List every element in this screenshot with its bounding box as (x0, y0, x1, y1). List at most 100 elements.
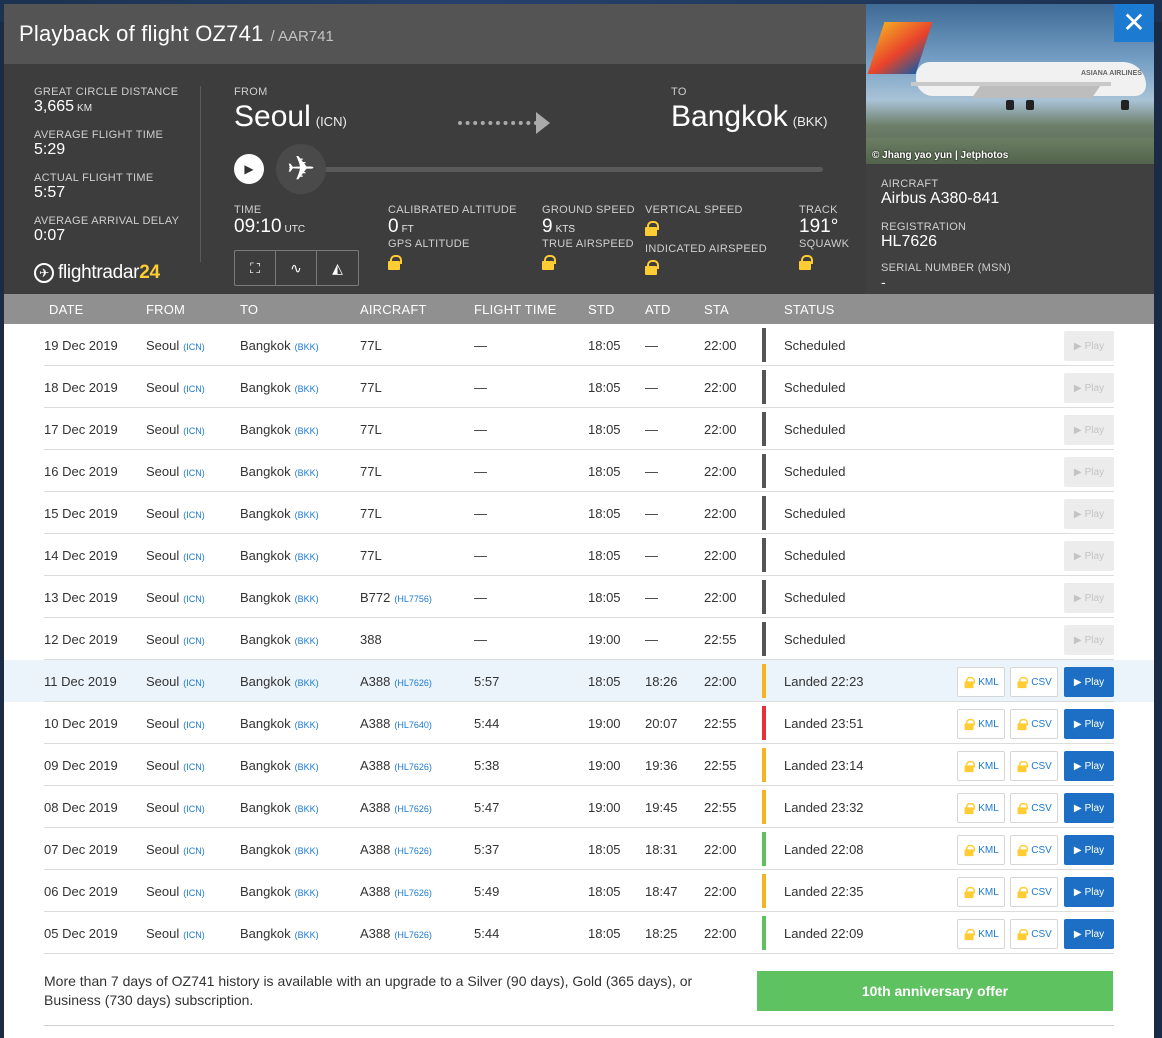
airport-code-link[interactable]: (ICN) (183, 384, 205, 394)
registration-link[interactable]: (HL7626) (394, 804, 432, 814)
playback-slider-handle[interactable]: ✈ (276, 144, 326, 194)
kml-download-button[interactable]: KML (957, 667, 1005, 697)
airport-code-link[interactable]: (BKK) (294, 930, 319, 940)
airport-code-link[interactable]: (BKK) (294, 636, 319, 646)
row-play-button[interactable]: ▶ Play (1064, 667, 1114, 697)
table-row[interactable]: 10 Dec 2019 Seoul (ICN) Bangkok (BKK) A388 (HL… (4, 702, 1154, 744)
cell-to: Bangkok (BKK) (240, 716, 319, 731)
airport-code-link[interactable]: (BKK) (294, 678, 319, 688)
metric-label: TRACK (799, 204, 838, 216)
airport-code-link[interactable]: (BKK) (294, 762, 319, 772)
cell-to: Bangkok (BKK) (240, 548, 319, 563)
kml-download-button[interactable]: KML (957, 709, 1005, 739)
close-icon[interactable]: ✕ (1114, 4, 1154, 42)
csv-download-button[interactable]: CSV (1010, 919, 1058, 949)
airport-code-link[interactable]: (ICN) (183, 804, 205, 814)
flightradar24-logo[interactable]: ✈ flightradar24 (34, 262, 160, 284)
route-view-icon[interactable]: ∿ (276, 251, 317, 285)
airport-code-link[interactable]: (BKK) (294, 888, 319, 898)
table-row[interactable]: 05 Dec 2019 Seoul (ICN) Bangkok (BKK) A388 (HL… (4, 912, 1154, 954)
play-icon: ▶ (1073, 844, 1082, 856)
aircraft-livery-text: ASIANA AIRLINES (1081, 70, 1142, 77)
airport-code-link[interactable]: (BKK) (294, 594, 319, 604)
row-play-button[interactable]: ▶ Play (1064, 835, 1114, 865)
airport-code-link[interactable]: (ICN) (183, 552, 205, 562)
row-divider (44, 785, 1114, 786)
registration-link[interactable]: (HL7626) (394, 678, 432, 688)
airport-code-link[interactable]: (ICN) (183, 762, 205, 772)
csv-download-button[interactable]: CSV (1010, 751, 1058, 781)
airport-code-link[interactable]: (ICN) (183, 510, 205, 520)
table-row[interactable]: 14 Dec 2019 Seoul (ICN) Bangkok (BKK) 77L — 18:… (4, 534, 1154, 576)
registration-link[interactable]: (HL7756) (394, 594, 432, 604)
airport-code-link[interactable]: (BKK) (294, 426, 319, 436)
csv-download-button[interactable]: CSV (1010, 877, 1058, 907)
airport-code-link[interactable]: (ICN) (183, 594, 205, 604)
kml-download-button[interactable]: KML (957, 877, 1005, 907)
airport-code-link[interactable]: (BKK) (294, 468, 319, 478)
table-row[interactable]: 15 Dec 2019 Seoul (ICN) Bangkok (BKK) 77L — 18:… (4, 492, 1154, 534)
anniversary-offer-button[interactable]: 10th anniversary offer (757, 971, 1113, 1011)
kml-download-button[interactable]: KML (957, 835, 1005, 865)
airport-code-link[interactable]: (BKK) (294, 846, 319, 856)
cell-flight-time: 5:38 (474, 758, 500, 773)
airport-code-link[interactable]: (ICN) (183, 846, 205, 856)
table-row[interactable]: 13 Dec 2019 Seoul (ICN) Bangkok (BKK) B772 (HL… (4, 576, 1154, 618)
csv-download-button[interactable]: CSV (1010, 793, 1058, 823)
playback-slider-track[interactable] (304, 167, 823, 172)
airport-code-link[interactable]: (ICN) (183, 342, 205, 352)
table-row[interactable]: 06 Dec 2019 Seoul (ICN) Bangkok (BKK) A388 (HL… (4, 870, 1154, 912)
cell-std: 19:00 (588, 632, 621, 647)
airport-code-link[interactable]: (ICN) (183, 720, 205, 730)
table-row[interactable]: 12 Dec 2019 Seoul (ICN) Bangkok (BKK) 388 — 19:… (4, 618, 1154, 660)
cell-atd: 18:31 (645, 842, 678, 857)
airport-code-link[interactable]: (ICN) (183, 678, 205, 688)
collapse-view-icon[interactable]: ⛶ (235, 251, 276, 285)
csv-download-button[interactable]: CSV (1010, 835, 1058, 865)
to-code: (BKK) (792, 114, 828, 129)
registration-link[interactable]: (HL7626) (394, 888, 432, 898)
row-play-button[interactable]: ▶ Play (1064, 877, 1114, 907)
row-play-button[interactable]: ▶ Play (1064, 919, 1114, 949)
kml-download-button[interactable]: KML (957, 793, 1005, 823)
table-row[interactable]: 09 Dec 2019 Seoul (ICN) Bangkok (BKK) A388 (HL… (4, 744, 1154, 786)
altitude-graph-icon[interactable]: ◭ (332, 259, 343, 276)
row-play-button[interactable]: ▶ Play (1064, 793, 1114, 823)
kml-download-button[interactable]: KML (957, 919, 1005, 949)
play-button[interactable]: ▶ (234, 154, 264, 184)
row-play-button[interactable]: ▶ Play (1064, 751, 1114, 781)
row-play-button[interactable]: ▶ Play (1064, 709, 1114, 739)
table-row[interactable]: 07 Dec 2019 Seoul (ICN) Bangkok (BKK) A388 (HL… (4, 828, 1154, 870)
airport-code-link[interactable]: (BKK) (294, 552, 319, 562)
table-row[interactable]: 08 Dec 2019 Seoul (ICN) Bangkok (BKK) A388 (HL… (4, 786, 1154, 828)
stat-average-flight-time: AVERAGE FLIGHT TIME 5:29 (34, 129, 202, 172)
csv-download-button[interactable]: CSV (1010, 709, 1058, 739)
table-row[interactable]: 16 Dec 2019 Seoul (ICN) Bangkok (BKK) 77L — 18:… (4, 450, 1154, 492)
airport-code-link[interactable]: (ICN) (183, 888, 205, 898)
registration-link[interactable]: (HL7626) (394, 762, 432, 772)
cell-status: Landed 23:51 (784, 716, 864, 731)
photo-credit[interactable]: © Jhang yao yun | Jetphotos (872, 150, 1009, 161)
airport-code-link[interactable]: (ICN) (183, 426, 205, 436)
table-row[interactable]: 18 Dec 2019 Seoul (ICN) Bangkok (BKK) 77L — 18:… (4, 366, 1154, 408)
lock-icon (542, 255, 556, 270)
csv-download-button[interactable]: CSV (1010, 667, 1058, 697)
airport-code-link[interactable]: (ICN) (183, 930, 205, 940)
cell-to: Bangkok (BKK) (240, 926, 319, 941)
registration-link[interactable]: (HL7640) (394, 720, 432, 730)
table-row[interactable]: 11 Dec 2019 Seoul (ICN) Bangkok (BKK) A388 (HL… (4, 660, 1154, 702)
airport-code-link[interactable]: (BKK) (294, 342, 319, 352)
airport-code-link[interactable]: (BKK) (294, 510, 319, 520)
airport-code-link[interactable]: (BKK) (294, 720, 319, 730)
table-row[interactable]: 19 Dec 2019 Seoul (ICN) Bangkok (BKK) 77L — 18:… (4, 324, 1154, 366)
registration-link[interactable]: (HL7626) (394, 846, 432, 856)
flight-history-table: 19 Dec 2019 Seoul (ICN) Bangkok (BKK) 77L — 18:… (4, 324, 1154, 954)
airport-code-link[interactable]: (ICN) (183, 468, 205, 478)
registration-link[interactable]: (HL7626) (394, 930, 432, 940)
airport-code-link[interactable]: (BKK) (294, 804, 319, 814)
cell-std: 19:00 (588, 716, 621, 731)
airport-code-link[interactable]: (BKK) (294, 384, 319, 394)
kml-download-button[interactable]: KML (957, 751, 1005, 781)
table-row[interactable]: 17 Dec 2019 Seoul (ICN) Bangkok (BKK) 77L — 18:… (4, 408, 1154, 450)
airport-code-link[interactable]: (ICN) (183, 636, 205, 646)
